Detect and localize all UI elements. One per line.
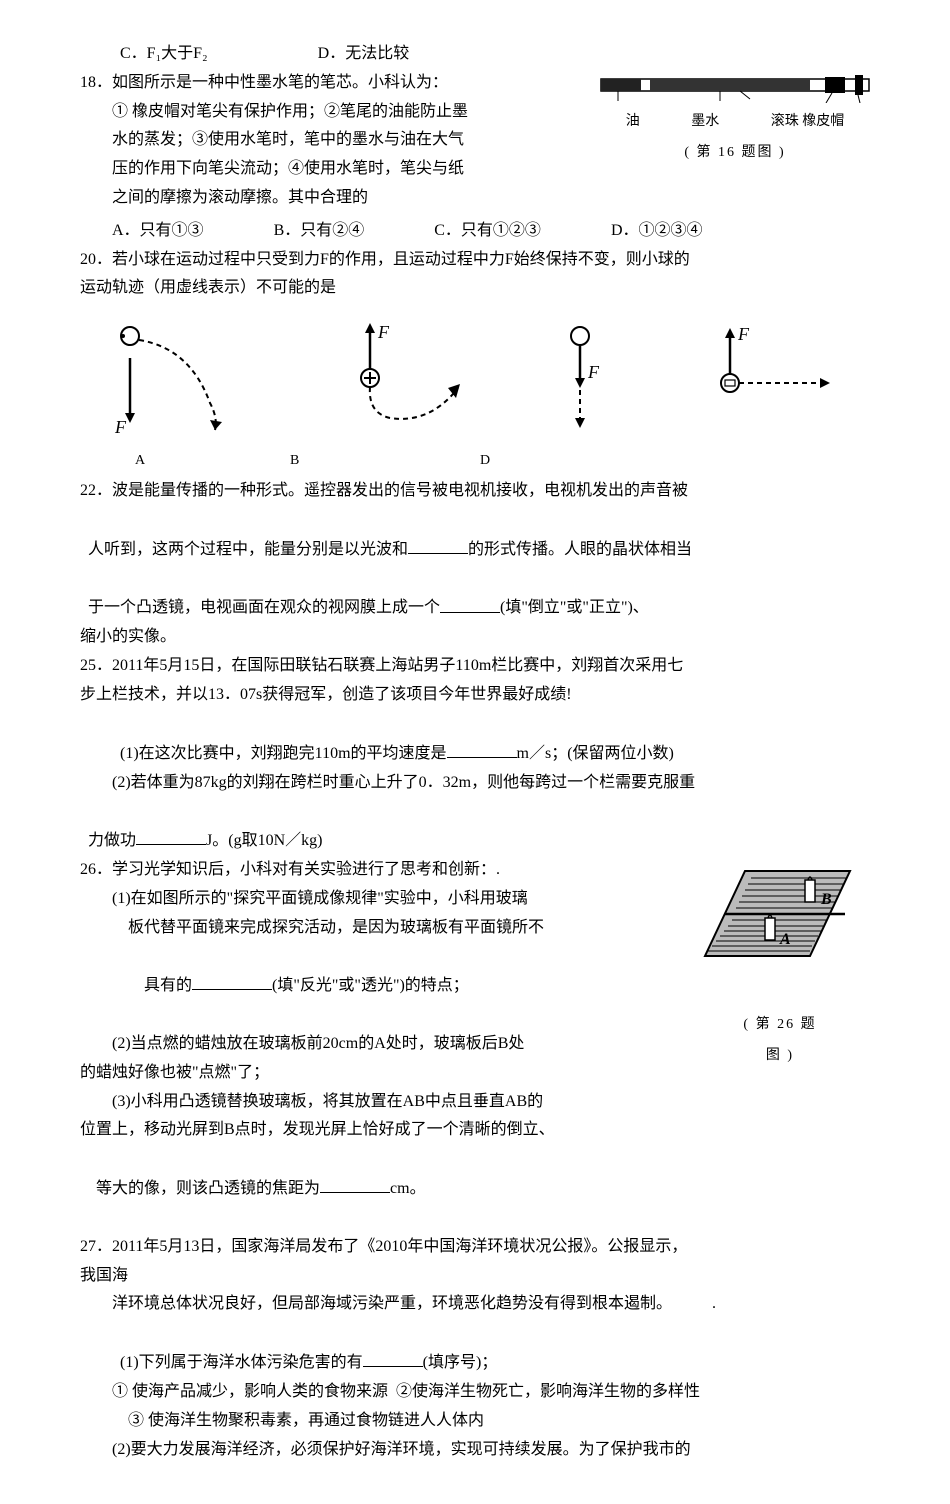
q18-t4: 之间的摩擦为滚动摩擦。其中合理的 <box>80 184 580 213</box>
q25-l1: 25．2011年5月15日，在国际田联钻石联赛上海站男子110m栏比赛中，刘翔首… <box>80 652 870 681</box>
opt-c: C．F₁大于F₂ <box>120 40 208 69</box>
q18-caption: ( 第 16 题图 ) <box>600 140 870 165</box>
blank-speed <box>447 739 517 758</box>
diagram-d-icon: F <box>690 318 840 438</box>
q26: A B ( 第 26 题 图 ) 26．学习光学知识后，小科对有关实验进行了思考… <box>80 856 870 1233</box>
letter-a: A <box>135 448 145 473</box>
q18-opt-b: B．只有②④ <box>274 217 365 246</box>
q26-caption2: 图 ) <box>690 1043 870 1068</box>
q20-l1: 20．若小球在运动过程中只受到力F的作用，且运动过程中力F始终保持不变，则小球的 <box>80 246 870 275</box>
q26-caption1: ( 第 26 题 <box>690 1012 870 1037</box>
q18-figure: 油 墨水 滚珠 橡皮帽 ( 第 16 题图 ) <box>600 69 870 165</box>
q25-l2: 步上栏技术，并以13．07s获得冠军，创造了该项目今年世界最好成绩! <box>80 681 870 710</box>
opt-d: D．无法比较 <box>318 40 410 69</box>
q22-l1: 22．波是能量传播的一种形式。遥控器发出的信号被电视机接收，电视机发出的声音被 <box>80 477 870 506</box>
q17-options: C．F₁大于F₂ D．无法比较 <box>80 40 870 69</box>
q26-p3a: (3)小科用凸透镜替换玻璃板，将其放置在AB中点且垂直AB的 <box>80 1088 870 1117</box>
q25-p3: 力做功J。(g取10N／kg) <box>80 797 870 856</box>
svg-text:F: F <box>114 417 127 437</box>
diagram-c-icon: F <box>530 318 630 438</box>
q25-p1: (1)在这次比赛中，刘翔跑完110m的平均速度是m／s；(保留两位小数) <box>80 710 870 769</box>
label-oil: 油 <box>626 109 640 134</box>
blank-wave <box>408 535 468 554</box>
blank-work <box>136 826 206 845</box>
label-ink: 墨水 <box>691 109 719 134</box>
q18-opt-c: C．只有①②③ <box>434 217 541 246</box>
blank-hazard <box>363 1348 423 1367</box>
q27-p1: (1)下列属于海洋水体污染危害的有(填序号)； <box>80 1319 870 1378</box>
diagram-a-icon: F <box>110 318 250 438</box>
q22-l4: 缩小的实像。 <box>80 623 870 652</box>
label-roller: 滚珠 橡皮帽 <box>771 109 845 134</box>
pen-diagram-icon <box>600 69 870 103</box>
svg-text:F: F <box>587 362 600 382</box>
q26-figure: A B ( 第 26 题 图 ) <box>690 856 870 1068</box>
q27-l3: 洋环境总体状况良好，但局部海域污染严重，环境恶化趋势没有得到根本遏制。 . <box>80 1290 870 1319</box>
blank-image <box>440 593 500 612</box>
q18-t1: ① 橡皮帽对笔尖有保护作用；②笔尾的油能防止墨 <box>80 98 580 127</box>
q22-l2: 人听到，这两个过程中，能量分别是以光波和的形式传播。人眼的晶状体相当 <box>80 506 870 565</box>
label-B: B <box>821 886 832 915</box>
q20-l2: 运动轨迹（用虚线表示）不可能的是 <box>80 274 870 303</box>
q25-p2: (2)若体重为87kg的刘翔在跨栏时重心上升了0．32m，则他每跨过一个栏需要克… <box>80 769 870 798</box>
svg-text:F: F <box>737 324 750 344</box>
q26-p3c: 等大的像，则该凸透镜的焦距为cm。 <box>80 1145 870 1233</box>
q27-p2: ① 使海产品减少，影响人类的食物来源 ②使海洋生物死亡，影响海洋生物的多样性 <box>80 1378 870 1407</box>
q27-p4: (2)要大力发展海洋经济，必须保护好海洋环境，实现可持续发展。为了保护我市的 <box>80 1436 870 1465</box>
q20-option-letters: A B D <box>80 448 870 477</box>
blank-feature <box>192 971 272 990</box>
mirror-diagram-icon <box>690 856 860 966</box>
q18: 18．如图所示是一种中性墨水笔的笔芯。小科认为： ① 橡皮帽对笔尖有保护作用；②… <box>80 69 870 213</box>
q18-opt-d: D．①②③④ <box>611 217 703 246</box>
svg-text:F: F <box>377 322 390 342</box>
q20-diagrams: F F F F <box>80 318 870 438</box>
q27-p3: ③ 使海洋生物聚积毒素，再通过食物链进人人体内 <box>80 1407 870 1436</box>
q18-head: 18．如图所示是一种中性墨水笔的笔芯。小科认为： <box>80 69 580 98</box>
q18-text: 18．如图所示是一种中性墨水笔的笔芯。小科认为： ① 橡皮帽对笔尖有保护作用；②… <box>80 69 580 213</box>
q27-l2: 我国海 <box>80 1262 870 1291</box>
blank-focal <box>320 1174 390 1193</box>
label-A: A <box>780 926 791 955</box>
q22-l3: 于一个凸透镜，电视画面在观众的视网膜上成一个(填"倒立"或"正立")、 <box>80 565 870 624</box>
q26-p3b: 位置上，移动光屏到B点时，发现光屏上恰好成了一个清晰的倒立、 <box>80 1116 870 1145</box>
q18-t2: 水的蒸发；③使用水笔时，笔中的墨水与油在大气 <box>80 126 580 155</box>
q18-opt-a: A．只有①③ <box>112 217 204 246</box>
pen-labels: 油 墨水 滚珠 橡皮帽 <box>600 109 870 134</box>
letter-b: B <box>290 448 299 473</box>
letter-d: D <box>480 448 490 473</box>
q27-l1: 27．2011年5月13日，国家海洋局发布了《2010年中国海洋环境状况公报》。… <box>80 1233 870 1262</box>
q18-options: A．只有①③ B．只有②④ C．只有①②③ D．①②③④ <box>80 217 870 246</box>
diagram-b-icon: F <box>310 318 470 438</box>
q18-t3: 压的作用下向笔尖流动；④使用水笔时，笔尖与纸 <box>80 155 580 184</box>
